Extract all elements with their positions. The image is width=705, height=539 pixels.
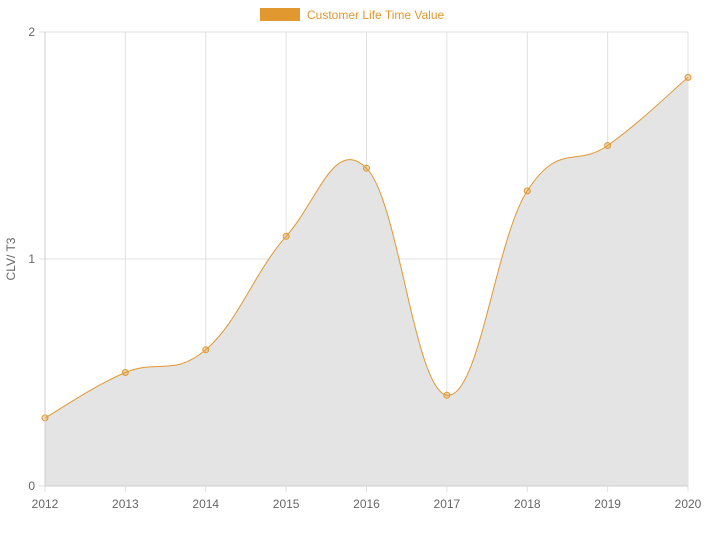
data-point[interactable] — [443, 391, 451, 399]
legend-swatch — [260, 8, 300, 21]
data-point[interactable] — [604, 142, 612, 149]
series-line — [44, 77, 689, 419]
data-points — [41, 73, 692, 422]
x-tick-label: 2019 — [594, 497, 621, 511]
y-tick-label: 1 — [28, 252, 35, 266]
y-tick-label: 2 — [28, 25, 35, 39]
y-tick-label: 0 — [28, 479, 35, 493]
data-point[interactable] — [121, 369, 129, 376]
data-point[interactable] — [282, 232, 290, 240]
x-tick-label: 2013 — [112, 497, 139, 511]
data-point[interactable] — [684, 73, 692, 81]
data-point[interactable] — [523, 187, 531, 195]
area-fill — [45, 77, 688, 487]
data-point[interactable] — [202, 346, 210, 354]
x-tick-label: 2012 — [32, 497, 59, 511]
legend-label: Customer Life Time Value — [307, 8, 444, 22]
x-tick-label: 2014 — [192, 497, 219, 511]
legend[interactable]: Customer Life Time Value — [260, 8, 444, 22]
data-point[interactable] — [363, 164, 370, 172]
axes: 2012 2013 2014 2015 2016 2017 2018 2019 2020 0 1 2 — [28, 25, 701, 511]
y-axis-label: CLV/ T3 — [4, 237, 18, 280]
x-tick-label: 2020 — [675, 497, 702, 511]
x-tick-label: 2016 — [353, 497, 380, 511]
x-tick-label: 2015 — [273, 497, 300, 511]
x-tick-label: 2018 — [514, 497, 541, 511]
x-tick-label: 2017 — [434, 497, 461, 511]
